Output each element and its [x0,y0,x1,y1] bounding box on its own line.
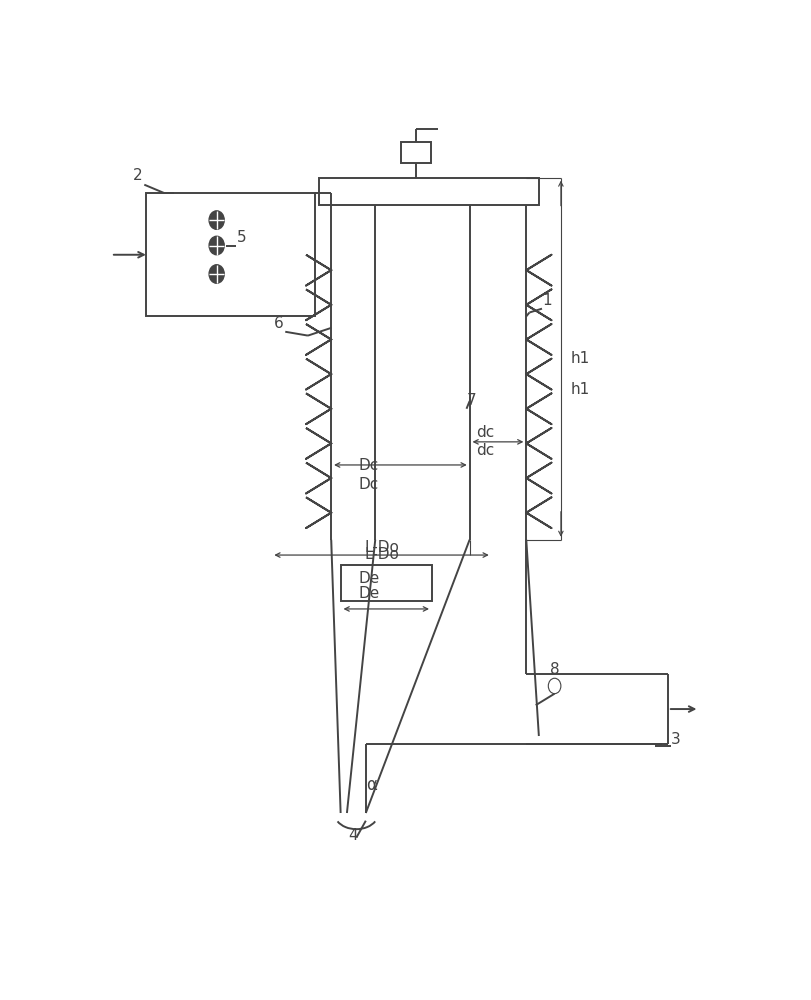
Text: dc: dc [475,425,494,440]
Text: dc: dc [475,443,494,458]
Text: 2: 2 [133,168,143,183]
Text: h1: h1 [569,382,589,397]
Text: 5: 5 [237,230,246,245]
Text: 3: 3 [670,732,680,747]
Text: De: De [358,586,379,601]
Text: α: α [366,776,376,794]
Circle shape [209,211,224,229]
Bar [401,142,431,163]
Text: 1: 1 [542,293,551,308]
Text: Dc: Dc [358,458,379,473]
Circle shape [209,236,224,255]
Text: 4: 4 [348,828,358,843]
Text: 7: 7 [466,393,475,408]
Circle shape [209,265,224,283]
Text: L-Do: L-Do [363,540,398,555]
Bar [318,178,539,205]
Text: h1: h1 [569,351,589,366]
Bar [341,565,431,601]
Text: 6: 6 [274,316,284,331]
Text: L-Do: L-Do [363,547,398,562]
Text: Dc: Dc [358,477,379,492]
Text: De: De [358,571,379,586]
Bar [145,193,315,316]
Text: 8: 8 [549,662,559,677]
